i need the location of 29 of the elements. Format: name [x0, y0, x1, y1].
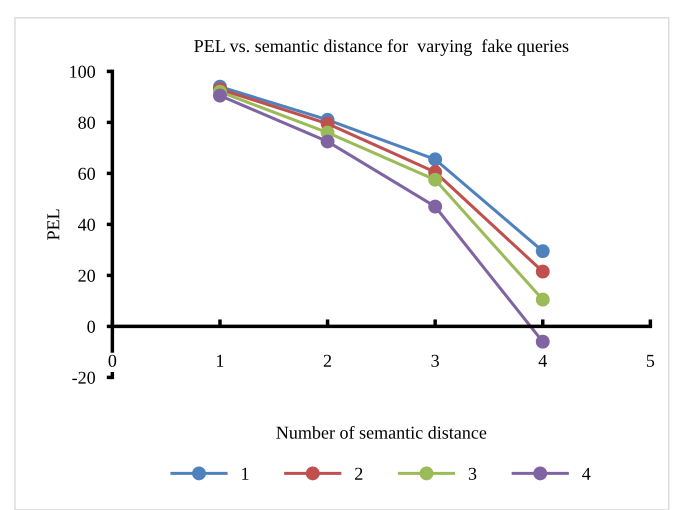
y-tick-label: -20: [72, 372, 96, 384]
point: [536, 264, 550, 279]
y-tick-label: 60: [78, 168, 96, 180]
x-tick-label: 3: [432, 354, 439, 367]
y-tick-label: 100: [70, 66, 96, 78]
x-tick-label: 4: [538, 354, 547, 367]
point: [213, 88, 227, 103]
point: [428, 200, 442, 214]
y-tick-label: 0: [87, 320, 96, 333]
y-axis-title: PEL: [47, 209, 60, 240]
x-tick-label: 1: [217, 354, 224, 367]
x-axis-title: Number of semantic distance: [276, 426, 486, 439]
point: [536, 334, 550, 349]
legend-label: 3: [468, 468, 476, 480]
y-tick-label: 40: [78, 218, 96, 231]
point: [320, 134, 335, 148]
legend-label: 2: [355, 468, 362, 480]
point: [428, 152, 442, 166]
point: [536, 292, 550, 307]
point: [428, 172, 442, 187]
x-tick-label: 0: [108, 354, 116, 367]
y-tick-label: 80: [78, 116, 96, 129]
chart-title: PEL vs. semantic distance for varying fake queries: [194, 39, 568, 56]
legend-label: 4: [582, 468, 591, 480]
y-tick-label: 20: [78, 270, 96, 282]
x-tick-label: 5: [646, 354, 654, 367]
legend-label: 1: [242, 468, 248, 480]
point: [536, 244, 550, 258]
x-tick-label: 2: [324, 354, 332, 367]
